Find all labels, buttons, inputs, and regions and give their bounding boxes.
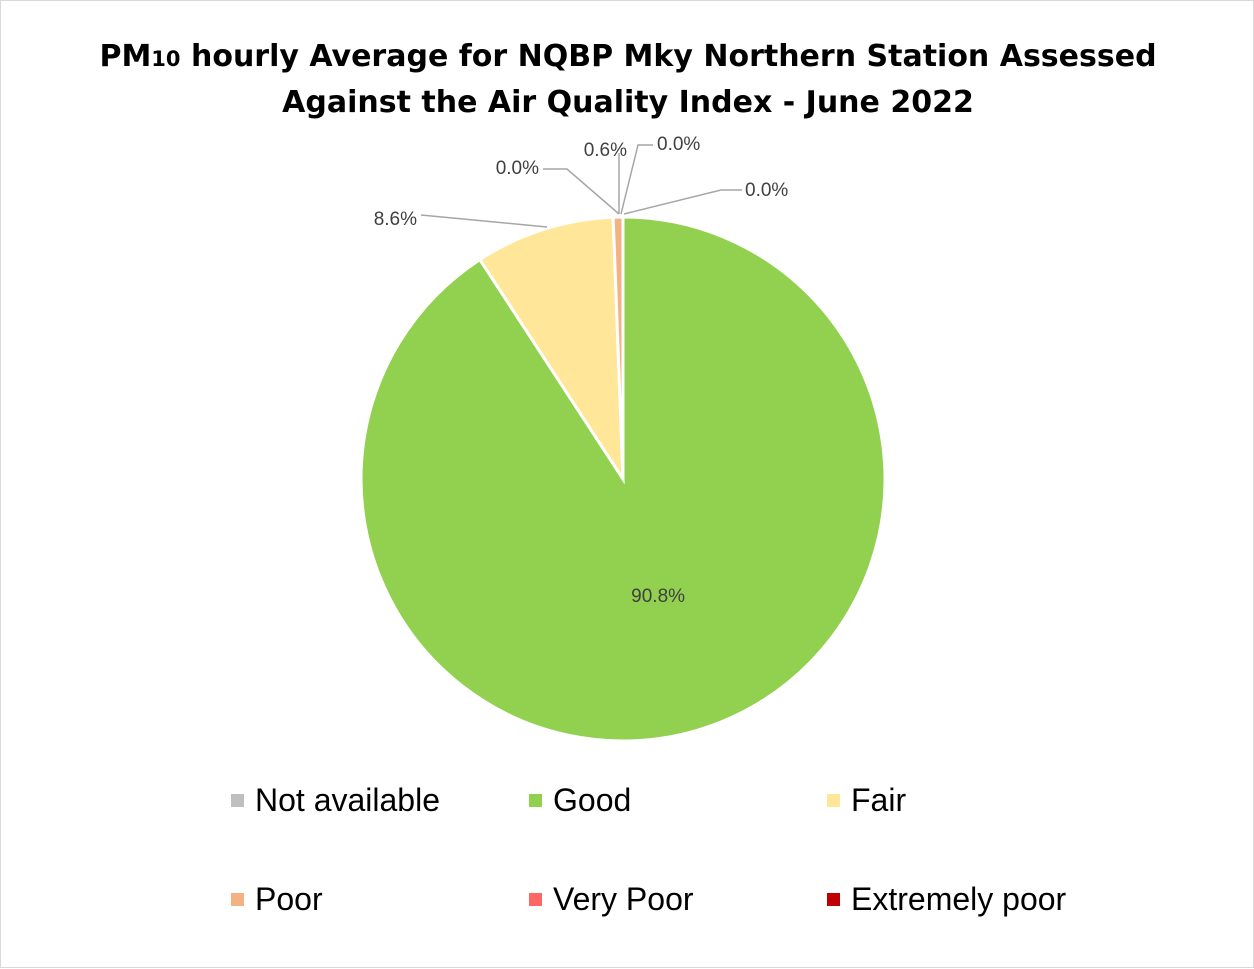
data-label-very-poor: 0.0% xyxy=(657,134,700,155)
chart-title-line1-rest: hourly Average for NQBP Mky Northern Sta… xyxy=(180,39,1157,74)
leader-line-extremely-poor xyxy=(623,189,742,215)
chart-title-prefix: PM xyxy=(99,39,152,74)
leader-line-not-available xyxy=(543,168,620,215)
data-label-not-available: 0.0% xyxy=(496,158,539,179)
pie-slice-fair xyxy=(477,215,625,485)
data-label-good: 90.8% xyxy=(631,586,685,607)
data-label-fair: 8.6% xyxy=(374,209,417,230)
leader-line-very-poor xyxy=(620,144,653,215)
chart-title: PM10 hourly Average for NQBP Mky Norther… xyxy=(1,35,1254,125)
chart-title-line2: Against the Air Quality Index - June 202… xyxy=(282,85,974,120)
data-label-poor: 0.6% xyxy=(584,140,627,161)
leader-line-fair xyxy=(420,214,548,228)
chart-title-subscript: 10 xyxy=(151,47,181,71)
pie-slice-poor xyxy=(611,215,625,480)
data-label-extremely-poor: 0.0% xyxy=(745,180,788,201)
